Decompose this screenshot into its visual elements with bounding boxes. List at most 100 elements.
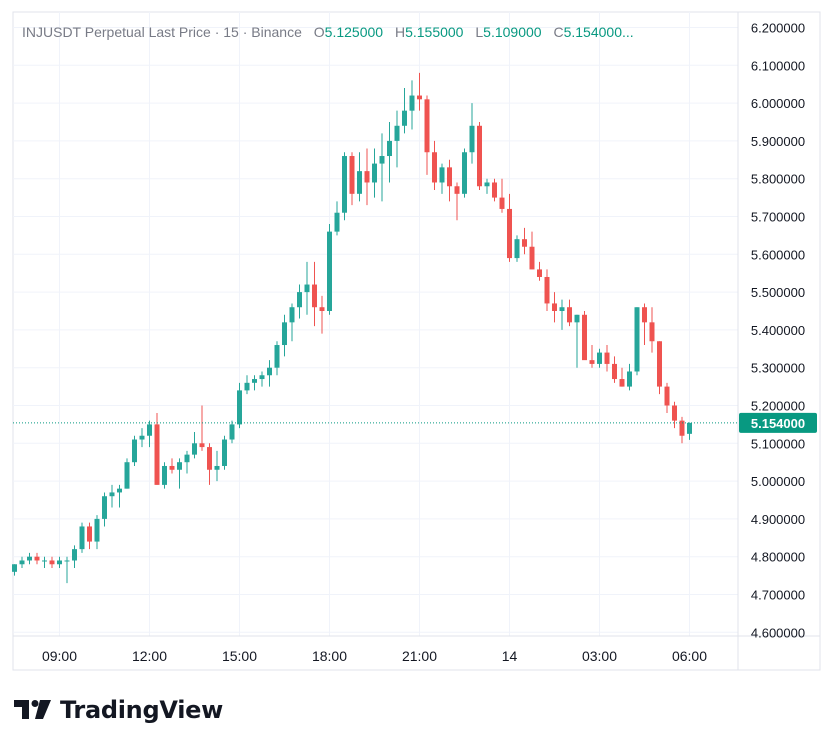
- candle: [537, 261, 542, 281]
- candle-body: [192, 443, 197, 455]
- candle-body: [252, 379, 257, 383]
- candle: [87, 522, 92, 550]
- candle: [477, 122, 482, 191]
- candle: [417, 72, 422, 111]
- candle: [57, 556, 62, 569]
- candle: [237, 382, 242, 429]
- candle-body: [102, 496, 107, 519]
- candle: [394, 110, 400, 168]
- price-tick-label: 4.600000: [751, 625, 805, 640]
- candle-body: [334, 212, 340, 232]
- symbol-legend: INJUSDT Perpetual Last Price · 15 · Bina…: [22, 24, 634, 40]
- candle-body: [259, 375, 265, 380]
- candle: [297, 284, 302, 319]
- candle: [49, 556, 55, 569]
- price-tick-label: 4.900000: [751, 512, 805, 527]
- candle-body: [184, 454, 190, 463]
- candle-body: [687, 422, 692, 434]
- candle: [574, 314, 580, 368]
- price-tick-label: 5.100000: [751, 436, 805, 451]
- candle-body: [177, 462, 182, 470]
- price-tick-label: 4.700000: [751, 588, 805, 603]
- candle-body: [649, 322, 655, 342]
- candle: [589, 345, 595, 368]
- candle: [147, 420, 152, 448]
- candle: [552, 292, 557, 323]
- time-tick-label: 03:00: [582, 648, 617, 664]
- candle-body: [589, 360, 595, 364]
- candle-body: [319, 307, 325, 311]
- candle: [664, 382, 670, 414]
- candle: [304, 261, 310, 315]
- candle-body: [327, 231, 332, 311]
- candle: [79, 522, 85, 553]
- symbol-title: INJUSDT Perpetual Last Price · 15 · Bina…: [22, 24, 302, 40]
- candle-body: [582, 314, 587, 361]
- candle: [522, 227, 527, 255]
- candle-body: [57, 560, 62, 565]
- candle-body: [237, 390, 242, 425]
- candle: [102, 492, 107, 527]
- candle-body: [222, 439, 227, 466]
- time-axis: 09:00 12:00 15:00 18:00 21:00 14 03:00 06:00: [42, 648, 707, 664]
- candle-body: [34, 556, 40, 561]
- low-label: L: [475, 24, 484, 40]
- high-label: H: [394, 24, 406, 40]
- candle: [334, 201, 340, 236]
- time-tick-label: 12:00: [132, 648, 167, 664]
- candle: [469, 103, 475, 164]
- candle: [214, 450, 220, 482]
- candle-body: [544, 276, 550, 304]
- candle-body: [432, 152, 437, 183]
- candle-body: [229, 424, 235, 440]
- candle: [372, 148, 377, 198]
- time-tick-label: 14: [502, 648, 518, 664]
- candle: [192, 431, 197, 459]
- candle-body: [409, 95, 415, 111]
- candle: [454, 182, 460, 221]
- candle: [207, 443, 212, 485]
- candle: [642, 303, 647, 346]
- candle-body: [484, 182, 490, 187]
- candle-body: [117, 488, 122, 493]
- candle: [64, 556, 70, 584]
- low-value: 5.109000: [483, 24, 542, 40]
- candle-body: [379, 156, 385, 164]
- time-tick-label: 21:00: [402, 648, 437, 664]
- candle: [199, 405, 205, 451]
- candle-body: [274, 345, 280, 368]
- candle: [544, 269, 550, 311]
- candle-body: [357, 171, 362, 194]
- candle-body: [72, 549, 77, 561]
- candles: [12, 72, 692, 584]
- candle-body: [424, 99, 430, 153]
- candle: [447, 159, 452, 202]
- candle: [229, 420, 235, 444]
- close-label: C: [553, 24, 564, 40]
- candle-body: [87, 526, 92, 542]
- price-tick-label: 5.500000: [751, 285, 805, 300]
- price-tick-label: 6.100000: [751, 58, 805, 73]
- candle-body: [514, 239, 520, 259]
- tradingview-branding[interactable]: TradingView: [14, 692, 223, 728]
- candle-body: [672, 405, 677, 421]
- price-tick-label: 5.200000: [751, 399, 805, 414]
- candle-body: [522, 239, 527, 247]
- price-tick-label: 5.800000: [751, 172, 805, 187]
- price-tick-label: 5.900000: [751, 134, 805, 149]
- candle-body: [312, 284, 317, 308]
- candle: [259, 371, 265, 387]
- candle: [379, 133, 385, 202]
- candle-body: [79, 526, 85, 550]
- price-tick-label: 5.300000: [751, 361, 805, 376]
- candle: [582, 311, 587, 361]
- candle: [252, 375, 257, 391]
- candle-body: [207, 447, 212, 470]
- candle: [289, 303, 295, 342]
- candle: [72, 545, 77, 569]
- candle-body: [289, 307, 295, 323]
- candle-body: [664, 386, 670, 406]
- candle-body: [244, 382, 250, 391]
- candle: [514, 235, 520, 262]
